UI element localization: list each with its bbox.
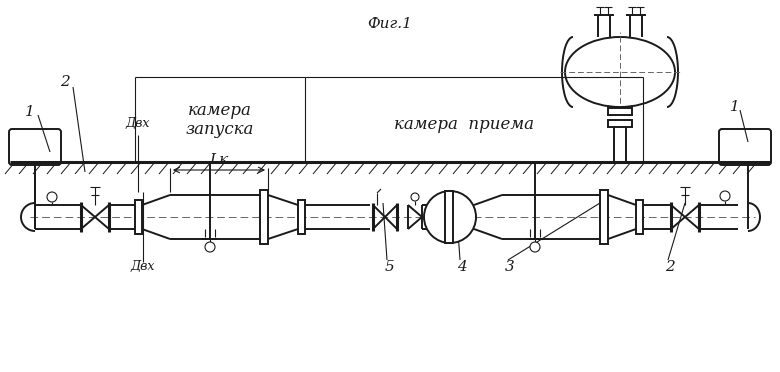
FancyBboxPatch shape	[719, 129, 771, 165]
Text: камера
запуска: камера запуска	[186, 102, 254, 138]
Circle shape	[47, 192, 57, 202]
Text: Двх: Двх	[126, 117, 151, 130]
Ellipse shape	[565, 37, 675, 107]
Bar	[445, 191, 453, 243]
Circle shape	[530, 242, 540, 252]
Bar	[608, 120, 632, 127]
Bar	[260, 190, 268, 244]
Text: Двх: Двх	[131, 260, 155, 273]
Text: 1: 1	[25, 105, 35, 119]
Bar	[600, 190, 608, 244]
Text: 2: 2	[665, 260, 675, 274]
Text: Lк: Lк	[209, 153, 229, 167]
Text: 1: 1	[730, 100, 740, 114]
Circle shape	[411, 193, 419, 201]
FancyBboxPatch shape	[9, 129, 61, 165]
Text: 2: 2	[60, 75, 70, 89]
Text: камера  приема: камера приема	[394, 115, 534, 132]
Circle shape	[205, 242, 215, 252]
Circle shape	[424, 191, 476, 243]
Circle shape	[720, 191, 730, 201]
Text: 4: 4	[457, 260, 467, 274]
Text: 3: 3	[505, 260, 515, 274]
Bar	[298, 200, 305, 234]
Bar	[636, 200, 643, 234]
Bar	[135, 200, 142, 234]
Text: Фиг.1: Фиг.1	[367, 17, 413, 31]
Bar	[608, 108, 632, 115]
Text: 5: 5	[385, 260, 395, 274]
